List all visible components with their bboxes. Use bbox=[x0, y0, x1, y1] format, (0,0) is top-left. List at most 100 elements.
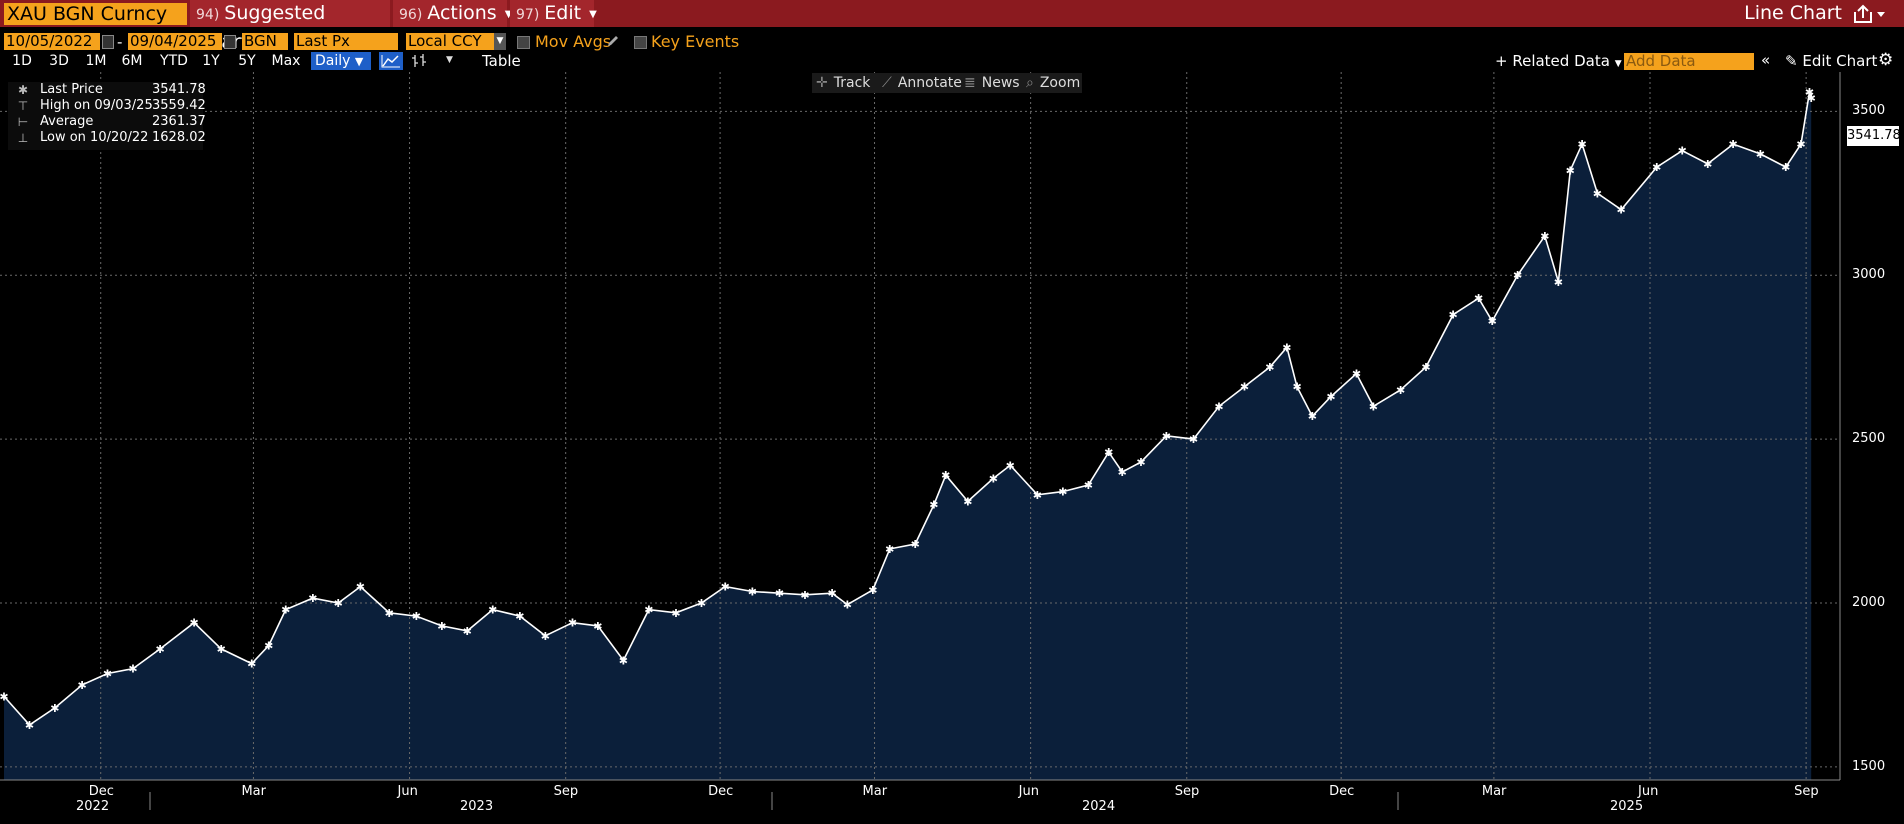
ticker-field[interactable]: XAU BGN Curncy bbox=[4, 3, 187, 25]
legend-label: Last Price bbox=[40, 82, 103, 97]
x-tick-month: Dec bbox=[88, 784, 114, 799]
period-label: Daily bbox=[315, 53, 351, 69]
chevron-down-icon[interactable]: ▼ bbox=[446, 55, 453, 65]
data-point-marker: ✱ bbox=[488, 604, 497, 617]
data-point-marker: ✱ bbox=[463, 625, 472, 638]
data-point-marker: ✱ bbox=[1474, 292, 1483, 305]
range-button-1m[interactable]: 1M bbox=[85, 53, 107, 69]
price-field-selector[interactable]: Last Px bbox=[294, 33, 398, 50]
data-point-marker: ✱ bbox=[1703, 158, 1712, 171]
price-chart[interactable]: ✱ ✱ ✱ ✱ ✱ ✱ ✱ ✱ ✱ ✱ ✱ ✱ ✱ ✱ ✱ ✱ ✱ ✱ ✱ ✱ ✱ ✱ ✱ ✱ ✱ ✱ ✱ ✱ ✱ ✱ ✱ ✱ ✱ ✱ ✱ ✱ ✱ ✱ ✱ ✱… bbox=[0, 72, 1904, 824]
data-point-marker: ✱ bbox=[868, 584, 877, 597]
data-point-marker: ✱ bbox=[189, 617, 198, 630]
news-tool[interactable]: ≣ News bbox=[964, 73, 1020, 93]
data-point-marker: ✱ bbox=[1652, 161, 1661, 174]
data-point-marker: ✱ bbox=[1308, 410, 1317, 423]
x-tick-month: Mar bbox=[1481, 784, 1507, 799]
annotate-tool[interactable]: ⟋ Annotate bbox=[882, 73, 962, 93]
data-point-marker: ✱ bbox=[1058, 486, 1067, 499]
end-date-field[interactable]: 09/04/2025 bbox=[128, 33, 222, 50]
crosshair-icon: ✛ bbox=[816, 75, 828, 91]
legend-row-average: ⊢ Average 2361.37 bbox=[8, 114, 206, 130]
export-icon[interactable] bbox=[1852, 4, 1886, 24]
actions-menu[interactable]: 96) Actions ▼ bbox=[393, 0, 512, 27]
data-point-marker: ✱ bbox=[1807, 92, 1816, 105]
range-button-1d[interactable]: 1D bbox=[12, 53, 32, 69]
range-button-5y[interactable]: 5Y bbox=[238, 53, 256, 69]
related-data-button[interactable]: + Related Data ▼ bbox=[1495, 52, 1622, 73]
start-date-field[interactable]: 10/05/2022 bbox=[4, 33, 100, 50]
news-label: News bbox=[981, 75, 1020, 91]
pencil-icon: ✎ bbox=[1785, 52, 1803, 70]
currency-select[interactable]: Local CCY bbox=[406, 33, 504, 50]
data-point-marker: ✱ bbox=[515, 610, 524, 623]
chart-type-title[interactable]: Line Chart bbox=[1744, 2, 1842, 24]
source-field[interactable]: BGN bbox=[242, 33, 288, 50]
legend-value: 3559.42 bbox=[152, 98, 206, 113]
data-point-marker: ✱ bbox=[721, 581, 730, 594]
pencil-icon[interactable] bbox=[606, 34, 620, 48]
data-point-marker: ✱ bbox=[1578, 138, 1587, 151]
key-events-checkbox[interactable] bbox=[634, 36, 647, 49]
data-point-marker: ✱ bbox=[775, 587, 784, 600]
chart-tools-bar: ✛ Track ⟋ Annotate ≣ News ⌕ Zoom bbox=[812, 73, 1082, 93]
edit-chart-label: Edit Chart bbox=[1802, 52, 1878, 70]
ohlc-bar-icon[interactable] bbox=[408, 52, 432, 70]
data-point-marker: ✱ bbox=[963, 495, 972, 508]
low-marker-icon: ⊥ bbox=[17, 131, 29, 145]
news-icon: ≣ bbox=[964, 75, 976, 91]
price-area bbox=[4, 92, 1812, 780]
x-tick-year: 2022 bbox=[76, 799, 110, 814]
data-point-marker: ✱ bbox=[217, 643, 226, 656]
line-chart-icon[interactable] bbox=[379, 52, 403, 70]
settings-gear-icon[interactable]: ⚙ bbox=[1878, 50, 1894, 70]
key-events-label[interactable]: Key Events bbox=[651, 32, 740, 51]
data-point-marker: ✱ bbox=[264, 640, 273, 653]
range-button-max[interactable]: Max bbox=[271, 53, 301, 69]
track-tool[interactable]: ✛ Track bbox=[816, 73, 870, 93]
data-point-marker: ✱ bbox=[103, 667, 112, 680]
add-data-input[interactable]: Add Data bbox=[1624, 53, 1754, 70]
data-point-marker: ✱ bbox=[541, 630, 550, 643]
caret-down-icon: ▼ bbox=[504, 9, 513, 20]
data-point-marker: ✱ bbox=[1593, 187, 1602, 200]
mov-avgs-checkbox[interactable] bbox=[517, 36, 530, 49]
calendar-icon[interactable] bbox=[224, 35, 236, 49]
y-tick-label: 2000 bbox=[1852, 595, 1886, 610]
track-label: Track bbox=[833, 75, 871, 91]
edit-chart-button[interactable]: ✎ Edit Chart bbox=[1785, 52, 1877, 70]
data-point-marker: ✱ bbox=[941, 469, 950, 482]
range-button-6m[interactable]: 6M bbox=[121, 53, 143, 69]
data-point-marker: ✱ bbox=[697, 597, 706, 610]
data-point-marker: ✱ bbox=[885, 543, 894, 556]
range-button-ytd[interactable]: YTD bbox=[160, 53, 188, 69]
x-tick-year: 2024 bbox=[1082, 799, 1116, 814]
legend-value: 3541.78 bbox=[152, 82, 206, 97]
top-toolbar: XAU BGN Curncy 94)Suggested Charts▼ 96)A… bbox=[0, 0, 1904, 53]
x-tick-month: Mar bbox=[241, 784, 266, 799]
data-point-marker: ✱ bbox=[1566, 164, 1575, 177]
range-button-1y[interactable]: 1Y bbox=[202, 53, 220, 69]
x-tick-month: Jun bbox=[1638, 784, 1659, 799]
data-point-marker: ✱ bbox=[247, 658, 256, 671]
collapse-icon[interactable]: « bbox=[1761, 51, 1771, 69]
menu-number: 94) bbox=[196, 7, 220, 23]
data-point-marker: ✱ bbox=[568, 617, 577, 630]
chevron-down-icon[interactable]: ▼ bbox=[494, 33, 506, 50]
zoom-tool[interactable]: ⌕ Zoom bbox=[1026, 73, 1080, 93]
data-point-marker: ✱ bbox=[308, 592, 317, 605]
x-tick-year: 2023 bbox=[460, 799, 494, 814]
data-point-marker: ✱ bbox=[1189, 433, 1198, 446]
annotate-icon: ⟋ bbox=[882, 75, 892, 91]
calendar-icon[interactable] bbox=[102, 35, 114, 49]
mov-avgs-label[interactable]: Mov Avgs bbox=[535, 32, 612, 51]
suggested-charts-menu[interactable]: 94)Suggested Charts▼ bbox=[190, 0, 390, 53]
table-button[interactable]: Table bbox=[482, 52, 521, 70]
legend-value: 2361.37 bbox=[152, 114, 206, 129]
period-select[interactable]: Daily ▼ bbox=[311, 52, 371, 70]
zoom-label: Zoom bbox=[1039, 75, 1081, 91]
edit-menu[interactable]: 97) Edit ▼ bbox=[510, 0, 597, 27]
average-marker-icon: ⊢ bbox=[17, 115, 29, 129]
data-point-marker: ✱ bbox=[1756, 148, 1765, 161]
range-button-3d[interactable]: 3D bbox=[49, 53, 69, 69]
